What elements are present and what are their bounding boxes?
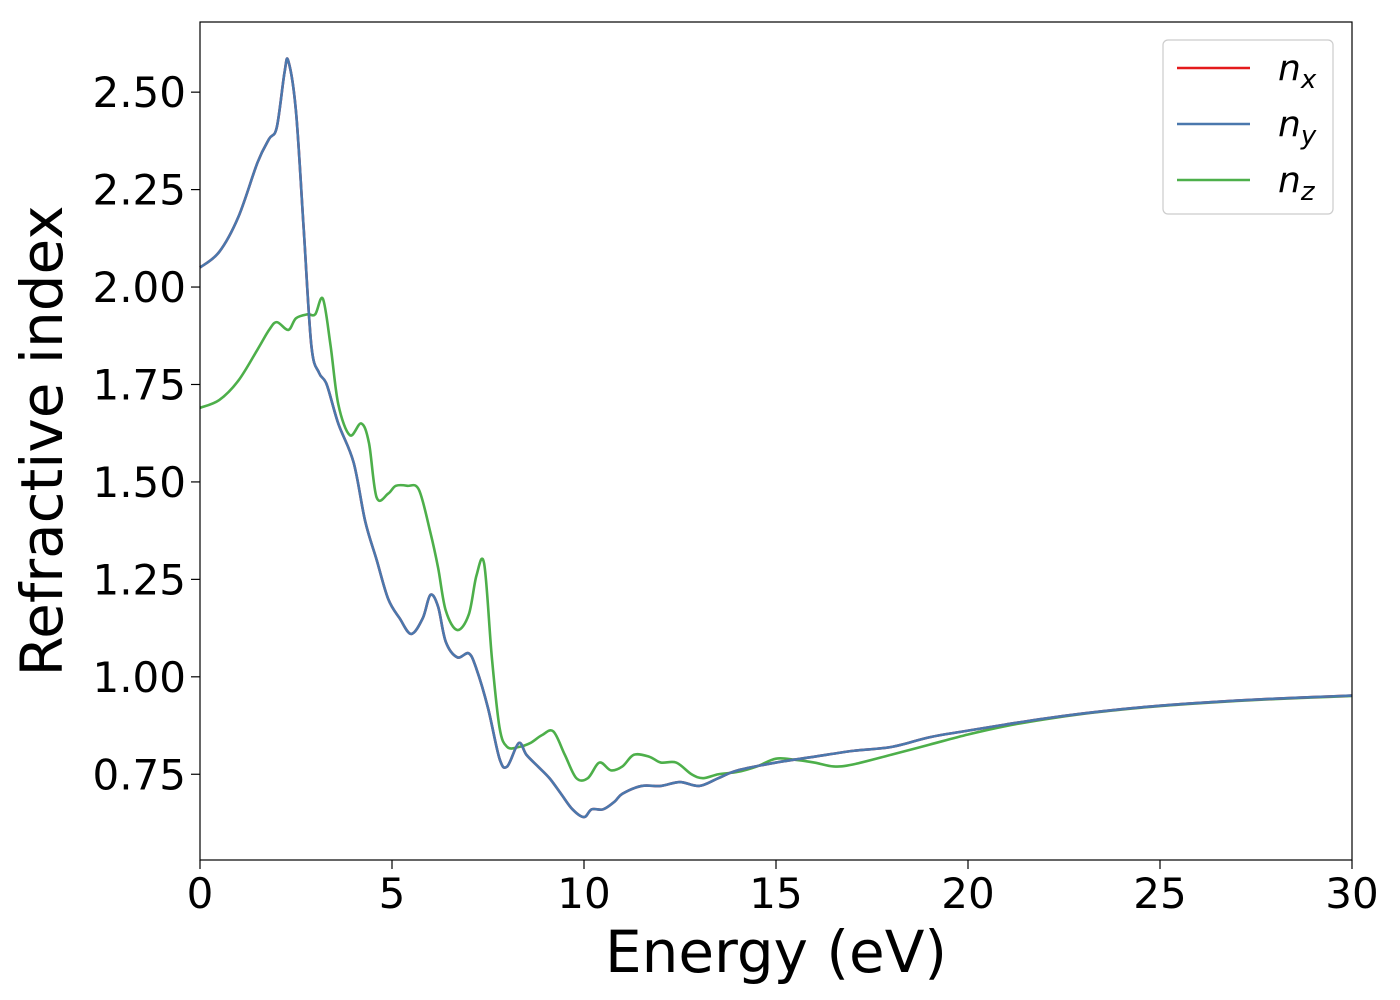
x-tick-label: 5	[379, 869, 406, 918]
legend-label-y: ny	[1278, 104, 1317, 151]
legend: nx ny nz	[1162, 39, 1334, 215]
x-tick-label: 0	[187, 869, 214, 918]
y-tick-label: 2.25	[92, 166, 186, 215]
x-tick-label: 20	[941, 869, 994, 918]
y-tick-label: 1.50	[92, 458, 186, 507]
x-axis-title: Energy (eV)	[605, 918, 947, 986]
y-tick-label: 0.75	[92, 750, 186, 799]
series-line-y	[199, 57, 1353, 819]
y-tick-label: 1.75	[92, 360, 186, 409]
y-tick-label: 1.25	[92, 555, 186, 604]
x-tick-label: 15	[749, 869, 802, 918]
legend-box	[1162, 39, 1334, 215]
x-tick-label: 25	[1133, 869, 1186, 918]
x-tick-label: 30	[1325, 869, 1378, 918]
y-tick-label: 2.50	[92, 68, 186, 117]
legend-label-z: nz	[1278, 160, 1316, 207]
y-tick-label: 2.00	[92, 263, 186, 312]
series-line-z	[199, 296, 1353, 782]
x-tick-label: 10	[557, 869, 610, 918]
y-tick-label: 1.00	[92, 653, 186, 702]
legend-label-x: nx	[1278, 48, 1317, 95]
y-axis-title: Refractive index	[8, 205, 76, 676]
series-layer	[199, 57, 1353, 819]
ticks-layer: 0 5 10 15 20 25 30 0.75 1.00 1.25 1.50 1.75 2.00 2.25…	[92, 68, 1378, 918]
